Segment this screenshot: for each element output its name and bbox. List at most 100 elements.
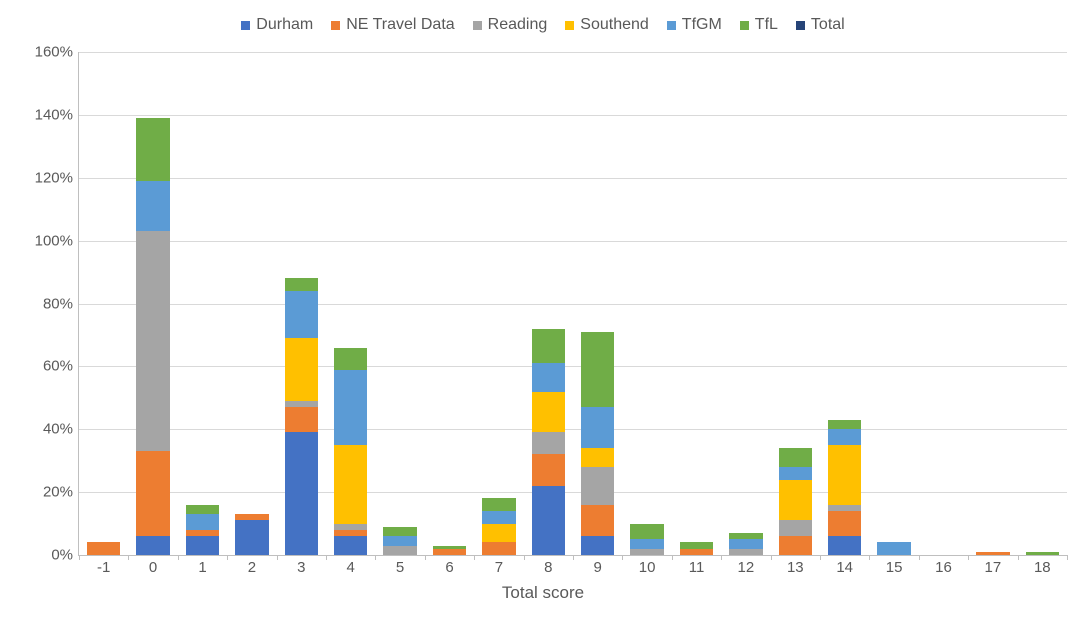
bar-group: [87, 542, 121, 555]
stacked-bar-chart: Durham NE Travel Data Reading Southend TfGM T…: [0, 0, 1086, 611]
gridline: [79, 429, 1067, 430]
bar-seg-ne: [532, 454, 566, 485]
x-tick-mark: [869, 555, 870, 560]
legend-swatch-southend: [565, 21, 574, 30]
x-tick-mark: [474, 555, 475, 560]
bar-seg-tfl: [285, 278, 319, 291]
legend-item-tfl: TfL: [740, 6, 778, 44]
bar-seg-southend: [532, 392, 566, 433]
bar-seg-southend: [285, 338, 319, 401]
bar-seg-tfl: [482, 498, 516, 511]
x-tick-label: -1: [97, 555, 110, 576]
bar-seg-durham: [334, 536, 368, 555]
gridline: [79, 115, 1067, 116]
legend-label-tfgm: TfGM: [682, 16, 722, 34]
bar-seg-durham: [581, 536, 615, 555]
bar-group: [779, 448, 813, 555]
bar-seg-tfgm: [532, 363, 566, 391]
legend-item-total: Total: [796, 6, 845, 44]
x-tick-label: 14: [836, 555, 853, 576]
x-tick-label: 10: [639, 555, 656, 576]
x-tick-mark: [425, 555, 426, 560]
bar-seg-southend: [581, 448, 615, 467]
x-tick-label: 0: [149, 555, 157, 576]
bar-seg-reading: [630, 549, 664, 555]
bar-seg-tfl: [779, 448, 813, 467]
bar-seg-tfl: [334, 348, 368, 370]
bar-seg-southend: [779, 480, 813, 521]
legend: Durham NE Travel Data Reading Southend TfGM T…: [0, 0, 1086, 44]
y-tick-label: 80%: [43, 295, 79, 312]
plot-outer: 0%20%40%60%80%100%120%140%160%-101234567…: [0, 44, 1086, 617]
gridline: [79, 492, 1067, 493]
legend-label-total: Total: [811, 16, 845, 34]
x-tick-mark: [820, 555, 821, 560]
bar-group: [433, 546, 467, 555]
bar-seg-ne: [680, 549, 714, 555]
y-tick-label: 160%: [35, 44, 79, 61]
x-tick-mark: [721, 555, 722, 560]
bar-group: [828, 420, 862, 555]
bar-group: [235, 514, 269, 555]
y-tick-label: 120%: [35, 169, 79, 186]
x-tick-mark: [1018, 555, 1019, 560]
x-tick-mark: [524, 555, 525, 560]
x-tick-label: 6: [445, 555, 453, 576]
x-tick-label: 13: [787, 555, 804, 576]
bar-group: [383, 527, 417, 555]
bar-seg-tfgm: [581, 407, 615, 448]
bar-group: [136, 118, 170, 555]
bar-seg-durham: [285, 432, 319, 555]
gridline: [79, 178, 1067, 179]
bar-seg-ne: [482, 542, 516, 555]
bar-group: [285, 278, 319, 555]
x-tick-mark: [178, 555, 179, 560]
bar-seg-tfgm: [482, 511, 516, 524]
x-tick-label: 5: [396, 555, 404, 576]
bar-seg-tfgm: [383, 536, 417, 545]
bar-seg-durham: [136, 536, 170, 555]
bar-seg-tfl: [828, 420, 862, 429]
y-tick-label: 60%: [43, 358, 79, 375]
legend-item-tfgm: TfGM: [667, 6, 722, 44]
x-tick-label: 9: [594, 555, 602, 576]
bar-seg-tfl: [630, 524, 664, 540]
bar-seg-ne: [433, 549, 467, 555]
bar-seg-tfl: [581, 332, 615, 407]
bar-seg-tfgm: [828, 429, 862, 445]
bar-group: [1026, 552, 1060, 555]
legend-swatch-reading: [473, 21, 482, 30]
legend-label-tfl: TfL: [755, 16, 778, 34]
bar-seg-ne: [976, 552, 1010, 555]
x-axis-title: Total score: [0, 583, 1086, 603]
gridline: [79, 366, 1067, 367]
legend-item-southend: Southend: [565, 6, 649, 44]
x-tick-label: 17: [985, 555, 1002, 576]
bar-seg-durham: [828, 536, 862, 555]
gridline: [79, 241, 1067, 242]
legend-label-ne: NE Travel Data: [346, 16, 454, 34]
bar-seg-ne: [779, 536, 813, 555]
x-tick-mark: [622, 555, 623, 560]
bar-group: [532, 329, 566, 555]
plot-area: 0%20%40%60%80%100%120%140%160%-101234567…: [78, 52, 1067, 556]
x-tick-mark: [326, 555, 327, 560]
y-tick-label: 40%: [43, 421, 79, 438]
legend-swatch-total: [796, 21, 805, 30]
legend-item-reading: Reading: [473, 6, 548, 44]
legend-swatch-ne: [331, 21, 340, 30]
bar-group: [976, 552, 1010, 555]
x-tick-mark: [227, 555, 228, 560]
x-tick-label: 16: [935, 555, 952, 576]
x-tick-mark: [573, 555, 574, 560]
bar-group: [334, 348, 368, 555]
bar-seg-southend: [334, 445, 368, 524]
y-tick-label: 140%: [35, 106, 79, 123]
legend-label-durham: Durham: [256, 16, 313, 34]
bar-seg-tfgm: [285, 291, 319, 338]
x-tick-mark: [375, 555, 376, 560]
bar-seg-tfl: [1026, 552, 1060, 555]
bar-group: [186, 505, 220, 555]
bar-seg-tfgm: [136, 181, 170, 231]
bar-seg-ne: [136, 451, 170, 536]
